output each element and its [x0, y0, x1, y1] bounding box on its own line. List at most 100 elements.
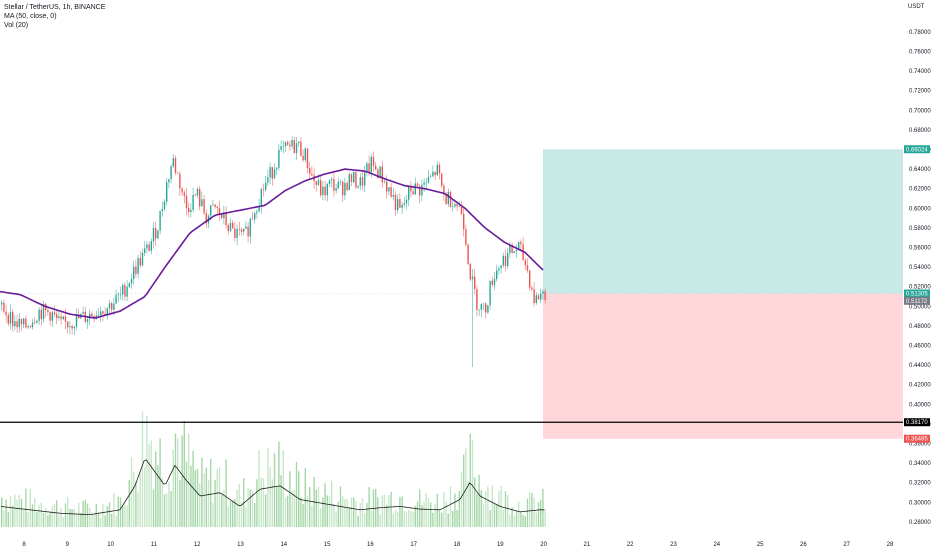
volume-bar	[414, 505, 416, 527]
volume-bar	[133, 472, 135, 527]
volume-bar	[124, 505, 126, 527]
volume-bar	[163, 494, 166, 527]
candle-body	[51, 312, 53, 321]
candle-body	[29, 326, 31, 328]
candle-body	[86, 319, 89, 322]
volume-bar	[12, 505, 14, 527]
volume-bar	[311, 505, 313, 527]
candle-body	[89, 313, 91, 320]
price-tick-label: 0.64000	[909, 167, 931, 173]
volume-bar	[243, 478, 245, 527]
candle-body	[533, 289, 535, 304]
volume-bar	[78, 503, 80, 527]
candle-body	[170, 166, 172, 180]
volume-bar	[148, 443, 150, 527]
candle-body	[531, 287, 533, 290]
volume-bar	[102, 504, 104, 527]
candle-body	[185, 195, 188, 208]
volume-bar	[458, 491, 460, 527]
candle-body	[196, 188, 199, 196]
volume-bar	[38, 504, 40, 527]
volume-bar	[137, 491, 139, 527]
volume-bar	[326, 495, 328, 527]
candle-body	[192, 194, 194, 210]
time-tick-label: 28	[887, 542, 894, 548]
volume-bar	[520, 511, 522, 527]
candle-body	[423, 182, 425, 185]
volume-bar	[73, 508, 75, 527]
volume-bar	[280, 475, 282, 527]
candle-body	[480, 304, 482, 310]
volume-bar	[537, 502, 540, 527]
volume-bar	[69, 508, 71, 527]
candle-body	[364, 171, 366, 186]
candle-body	[416, 183, 419, 187]
volume-bar	[170, 491, 172, 527]
time-axis[interactable]: 8 9 10 11 12 13 14 15 16 17 18 19 20 21 22 23 24 25 26 27 28	[22, 542, 894, 548]
volume-bar	[45, 508, 47, 527]
volume-bar	[40, 502, 42, 527]
candle-body	[449, 192, 452, 208]
candle-body	[82, 311, 84, 315]
candle-body	[379, 166, 381, 179]
candle-body	[271, 167, 273, 179]
volume-bar	[452, 511, 454, 527]
price-axis[interactable]: USDT 0.78000 0.76000 0.74000 0.72000 0.70000 0…	[908, 4, 931, 526]
volume-bar	[172, 449, 174, 527]
candle-body	[236, 228, 238, 238]
candle-body	[478, 309, 480, 311]
candle-body	[515, 250, 518, 252]
candle-body	[111, 303, 113, 310]
volume-bar	[14, 494, 16, 527]
candle-body	[27, 326, 29, 328]
volume-bar	[205, 467, 207, 527]
candle-body	[421, 184, 423, 196]
volume-bar	[181, 435, 183, 527]
candle-body	[174, 158, 177, 173]
volume-bar	[192, 450, 194, 527]
volume-bar	[515, 510, 518, 527]
volume-bar	[432, 512, 434, 527]
volume-bar	[344, 499, 346, 527]
candle-body	[445, 194, 447, 204]
volume-bar	[300, 497, 302, 527]
candle-body	[394, 194, 397, 210]
volume-bar	[139, 472, 141, 527]
candle-body	[155, 227, 157, 239]
volume-bar	[423, 502, 425, 527]
volume-bar	[416, 501, 419, 527]
volume-bar	[53, 503, 56, 527]
volume-bar	[491, 485, 493, 527]
chart-legend: Stellar / TetherUS, 1h, BINANCE MA (50, …	[4, 3, 105, 30]
volume-bar	[221, 494, 223, 527]
volume-bar	[346, 499, 348, 527]
candle-body	[427, 176, 430, 183]
candle-body	[260, 189, 262, 206]
candle-body	[324, 186, 326, 196]
volume-bar	[254, 502, 256, 527]
volume-bar	[289, 471, 291, 527]
volume-bar	[130, 457, 133, 527]
volume-bar	[298, 471, 300, 527]
candle-body	[322, 186, 324, 196]
candle-body	[542, 291, 544, 294]
candle-body	[20, 318, 23, 325]
volume-bar	[232, 500, 234, 527]
volume-bar	[522, 514, 524, 527]
volume-bar	[309, 486, 311, 527]
stop-price-tag: 0.36485	[906, 437, 928, 443]
volume-bar	[71, 509, 73, 527]
volume-bar	[23, 510, 25, 527]
candle-body	[159, 210, 161, 231]
volume-bar	[104, 515, 106, 527]
volume-bar	[89, 507, 91, 527]
candle-body	[267, 177, 269, 183]
time-tick-label: 26	[800, 542, 807, 548]
volume-bar	[190, 465, 192, 527]
candle-body	[168, 179, 170, 183]
volume-bar	[108, 502, 111, 527]
candle-body	[293, 139, 295, 154]
volume-bar	[31, 504, 34, 527]
